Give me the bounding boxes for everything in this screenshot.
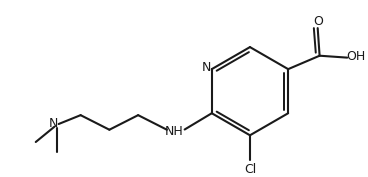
Text: Cl: Cl (244, 162, 256, 176)
Text: NH: NH (165, 125, 184, 138)
Text: O: O (314, 15, 323, 28)
Text: N: N (49, 118, 59, 130)
Text: N: N (202, 61, 212, 74)
Text: OH: OH (346, 50, 365, 63)
